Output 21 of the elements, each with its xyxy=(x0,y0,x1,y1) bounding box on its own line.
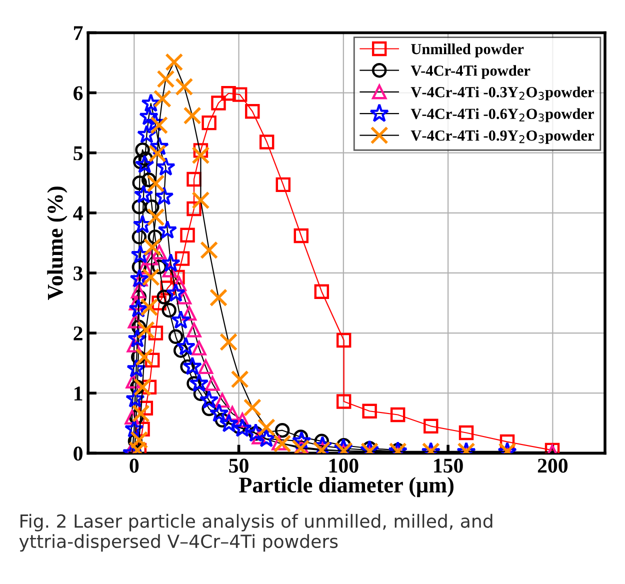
x-tick-label: 0 xyxy=(130,458,139,473)
legend-label: V-4Cr-4Ti -0.6Y$_{2}$O$_{3}$powder xyxy=(410,108,594,122)
x-tick-label: 50 xyxy=(229,458,248,473)
legend-label: Unmilled powder xyxy=(411,43,524,58)
x-tick-label: 100 xyxy=(329,458,358,473)
x-axis-title: Particle diameter (μm) xyxy=(239,476,454,498)
x-tick-label: 200 xyxy=(538,458,568,473)
legend-label: V-4Cr-4Ti powder xyxy=(410,65,530,79)
x-tick-label: 150 xyxy=(434,458,463,473)
y-tick-label: 3 xyxy=(74,266,83,280)
y-tick-label: 2 xyxy=(74,326,82,340)
legend-label: V-4Cr-4Ti -0.3Y$_{2}$O$_{3}$powder xyxy=(410,86,594,100)
y-tick-label: 7 xyxy=(74,26,83,40)
y-tick-label: 1 xyxy=(74,386,82,400)
legend-label: V-4Cr-4Ti -0.9Y$_{2}$O$_{3}$powder xyxy=(410,130,594,144)
y-axis-title: Volume (%) xyxy=(47,186,68,300)
caption: Fig. 2 Laser particle analysis of unmilled, milled, and yttria-dispersed V–4Cr–4Ti powders xyxy=(19,514,492,552)
y-tick-label: 5 xyxy=(74,146,82,160)
y-tick-label: 6 xyxy=(74,86,83,100)
y-tick-label: 4 xyxy=(73,206,83,220)
y-tick-label: 0 xyxy=(74,446,82,461)
